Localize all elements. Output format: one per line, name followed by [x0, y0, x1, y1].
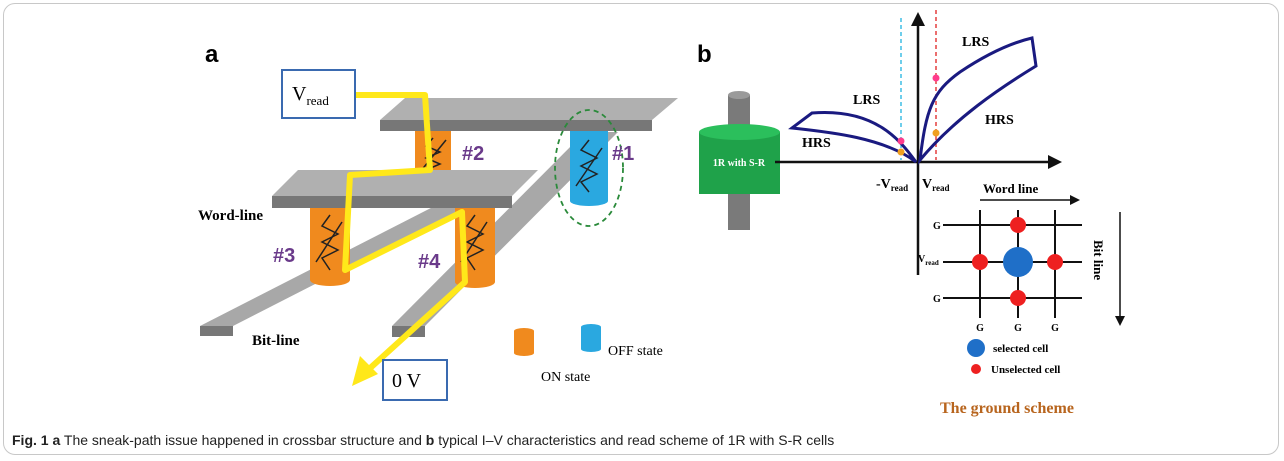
unselected-cell — [1010, 217, 1026, 233]
scheme-title: The ground scheme — [940, 400, 1074, 417]
read-point — [933, 130, 940, 137]
cell-1 — [570, 131, 608, 206]
word-line-arrowhead — [1070, 195, 1080, 205]
read-point — [898, 138, 905, 145]
figure: a — [0, 0, 1284, 430]
unselected-cell — [1047, 254, 1063, 270]
read-point — [898, 149, 905, 156]
x-axis-arrow — [1048, 155, 1062, 169]
row-label: Vread — [918, 254, 939, 267]
label-part: read — [925, 259, 939, 267]
legend-off: OFF state — [581, 324, 663, 359]
shape — [570, 196, 608, 206]
device-rod-top — [728, 91, 750, 99]
caption: Fig. 1 a The sneak-path issue happened i… — [12, 432, 834, 448]
y-axis-arrow — [911, 12, 925, 26]
shape — [514, 350, 534, 356]
shape — [581, 346, 601, 352]
part-label: a — [52, 432, 60, 448]
figure-number: Fig. 1 — [12, 432, 49, 448]
legend-on: ON state — [514, 328, 590, 385]
part-label: b — [426, 432, 435, 448]
panel-label: b — [697, 41, 712, 68]
legend-label: ON state — [541, 370, 590, 385]
read-point — [933, 75, 940, 82]
unselected-cell — [1010, 290, 1026, 306]
cell-label: #3 — [273, 245, 295, 267]
bit-line-bar — [200, 326, 233, 336]
legend-label: OFF state — [608, 344, 663, 359]
shape — [514, 331, 534, 353]
bit-line-label: Bit line — [1091, 240, 1106, 280]
vread-label: Vread — [922, 177, 949, 193]
bit-line-arrowhead — [1115, 316, 1125, 326]
panel-b: b 1R with S-R LRS LRS HRS HRS -Vread Vre… — [697, 10, 1125, 417]
device-body-top — [699, 124, 780, 140]
cell-label: #4 — [418, 251, 441, 273]
shape — [310, 274, 350, 286]
row-label: G — [933, 294, 941, 305]
shape — [581, 327, 601, 349]
word-line-label: Word line — [983, 181, 1038, 196]
label-part: V — [922, 177, 932, 192]
legend-label: selected cell — [993, 343, 1048, 355]
state-label: LRS — [962, 35, 989, 50]
label-part: V — [292, 83, 307, 105]
word-line-bar — [380, 120, 652, 131]
column-label: G — [976, 323, 984, 334]
device-label: 1R with S-R — [713, 158, 766, 169]
vread-label: -Vread — [876, 177, 908, 193]
row-label: G — [933, 221, 941, 232]
legend-label: Unselected cell — [991, 364, 1060, 376]
cell-label: #2 — [462, 143, 484, 165]
caption-text: The sneak-path issue happened in crossba… — [64, 432, 422, 448]
selected-cell — [1003, 247, 1033, 277]
column-label: G — [1051, 323, 1059, 334]
bit-line-label: Bit-line — [252, 333, 300, 349]
label-part: read — [306, 93, 329, 108]
panel-a: a — [198, 41, 678, 400]
legend-selected — [967, 339, 985, 357]
state-label: LRS — [853, 93, 880, 108]
word-line-label: Word-line — [198, 208, 263, 224]
legend-unselected — [971, 364, 981, 374]
state-label: HRS — [985, 113, 1014, 128]
unselected-cell — [972, 254, 988, 270]
ground-label: 0 V — [392, 370, 422, 392]
caption-text: typical I–V characteristics and read sch… — [438, 432, 834, 448]
label-part: read — [891, 183, 908, 193]
cell-label: #1 — [612, 143, 634, 165]
page: a — [0, 0, 1284, 461]
column-label: G — [1014, 323, 1022, 334]
word-line-bar — [272, 196, 512, 208]
iv-curve — [920, 38, 1036, 160]
state-label: HRS — [802, 136, 831, 151]
panel-label: a — [205, 41, 219, 68]
label-part: -V — [876, 177, 891, 192]
label-part: read — [932, 183, 949, 193]
